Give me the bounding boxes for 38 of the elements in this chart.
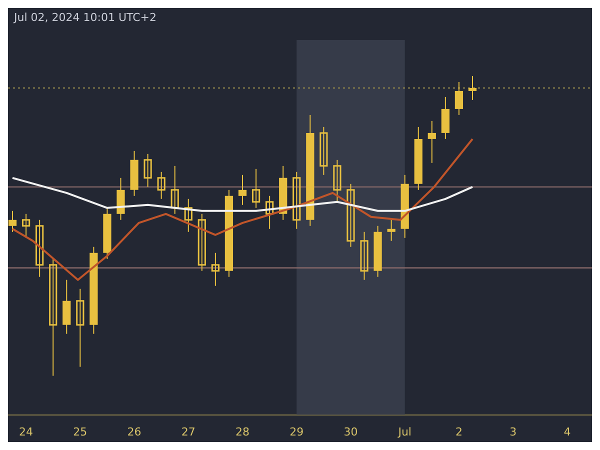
candlestick <box>76 288 84 368</box>
text: Jul 02, 2024 10:01 UTC+2 <box>14 11 156 24</box>
candlestick <box>36 219 44 278</box>
candlestick <box>360 231 368 280</box>
x-tick-label: Jul <box>397 425 412 438</box>
candlestick <box>468 75 477 100</box>
candlestick <box>170 165 179 214</box>
candlestick <box>211 252 220 286</box>
candlestick <box>428 120 436 164</box>
candlestick <box>49 258 58 376</box>
x-tick-label: 25 <box>73 425 88 438</box>
candlestick <box>292 171 301 230</box>
x-tick-label: 28 <box>236 425 250 438</box>
x-tick-label: 2 <box>455 425 462 438</box>
candlestick <box>320 126 328 176</box>
candlestick <box>22 213 30 238</box>
candlestick <box>333 159 342 202</box>
candlestick <box>184 198 192 232</box>
x-tick-label: 26 <box>127 425 142 438</box>
x-tick-label: 4 <box>564 425 571 438</box>
candlestick <box>441 96 450 140</box>
candlestick <box>8 210 17 232</box>
x-tick-label: 29 <box>290 425 304 438</box>
candlestick <box>116 177 125 220</box>
candlestick <box>454 81 464 116</box>
candlestick <box>157 171 166 200</box>
candlestick <box>346 183 355 248</box>
candlestick <box>266 195 274 230</box>
candlestick <box>252 168 260 208</box>
candlestick <box>387 219 396 242</box>
candlestick <box>198 213 206 272</box>
x-tick-label: 27 <box>181 425 196 438</box>
candlestick <box>238 174 247 206</box>
x-tick-label: 3 <box>510 425 517 438</box>
x-tick-label: 24 <box>19 425 34 438</box>
candlestick <box>144 153 152 188</box>
candlestick <box>62 279 71 334</box>
x-tick-label: 30 <box>344 425 358 438</box>
